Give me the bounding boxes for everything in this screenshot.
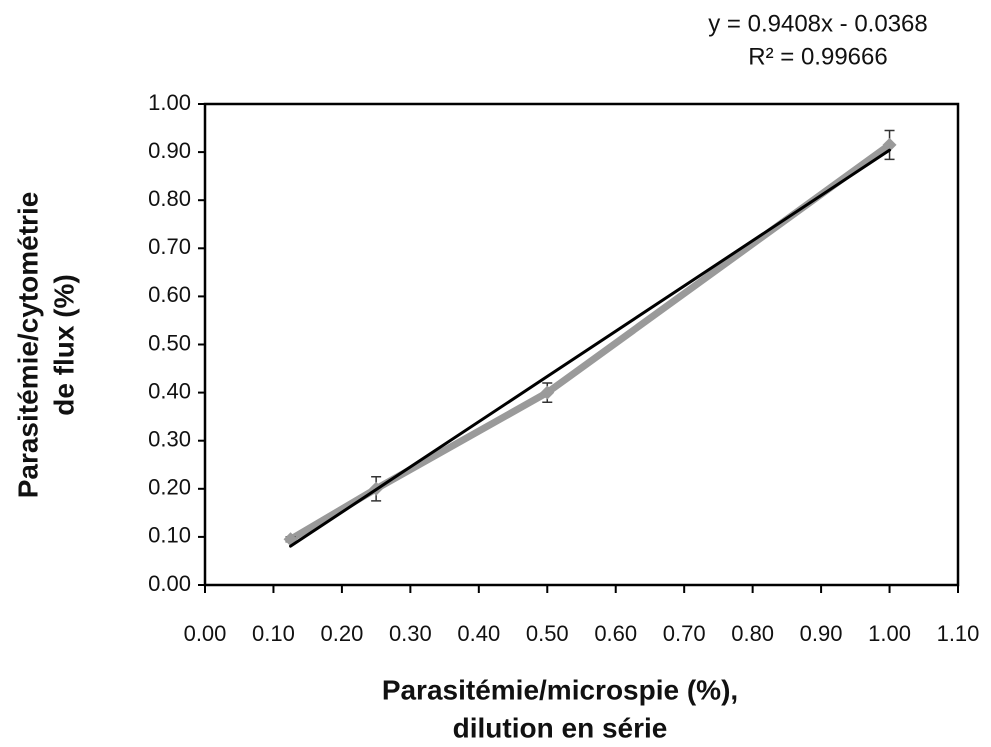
y-tick-label: 0.40 <box>148 378 191 403</box>
data-line <box>287 141 894 543</box>
y-tick-label: 0.50 <box>148 330 191 355</box>
y-tick-label: 0.80 <box>148 186 191 211</box>
x-tick-label: 0.70 <box>663 621 706 646</box>
x-tick-label: 1.00 <box>868 621 911 646</box>
x-tick-label: 1.10 <box>937 621 980 646</box>
y-tick-label: 0.20 <box>148 475 191 500</box>
y-tick-label: 0.60 <box>148 282 191 307</box>
x-axis-label: Parasitémie/microspie (%), <box>382 674 738 705</box>
x-tick-label: 0.60 <box>594 621 637 646</box>
y-axis-label: Parasitémie/cytométrie <box>12 192 43 499</box>
trendline <box>289 148 892 548</box>
r-squared: R² = 0.99666 <box>748 43 887 70</box>
y-tick-label: 0.90 <box>148 138 191 163</box>
y-tick-label: 0.30 <box>148 427 191 452</box>
y-tick-label: 1.00 <box>148 90 191 115</box>
x-tick-label: 0.40 <box>457 621 500 646</box>
marker <box>540 385 555 400</box>
x-tick-label: 0.80 <box>731 621 774 646</box>
x-tick-label: 0.20 <box>320 621 363 646</box>
x-tick-label: 0.50 <box>526 621 569 646</box>
y-tick-label: 0.10 <box>148 523 191 548</box>
x-tick-label: 0.00 <box>184 621 227 646</box>
y-axis-label: de flux (%) <box>48 274 79 416</box>
x-tick-label: 0.30 <box>389 621 432 646</box>
x-axis-label: dilution en série <box>453 712 668 743</box>
y-tick-label: 0.00 <box>148 571 191 596</box>
x-tick-label: 0.90 <box>800 621 843 646</box>
y-tick-label: 0.70 <box>148 234 191 259</box>
x-tick-label: 0.10 <box>252 621 295 646</box>
marker <box>882 137 897 152</box>
equation: y = 0.9408x - 0.0368 <box>708 10 928 37</box>
